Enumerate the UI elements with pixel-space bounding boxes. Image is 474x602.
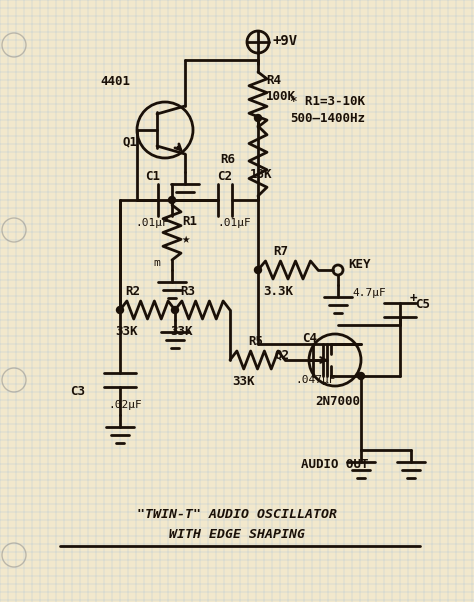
Text: R1: R1: [182, 215, 197, 228]
Text: 100K: 100K: [266, 90, 296, 103]
Text: KEY: KEY: [348, 258, 371, 271]
Text: C1: C1: [145, 170, 160, 183]
Text: 33K: 33K: [115, 325, 137, 338]
Text: Q2: Q2: [275, 348, 290, 361]
Circle shape: [357, 373, 365, 379]
Text: 500–1400Hz: 500–1400Hz: [290, 112, 365, 125]
Text: R6: R6: [220, 153, 235, 166]
Text: C4: C4: [302, 332, 317, 345]
Text: AUDIO OUT: AUDIO OUT: [301, 458, 368, 471]
Text: "TWIN-T" AUDIO OSCILLATOR: "TWIN-T" AUDIO OSCILLATOR: [137, 508, 337, 521]
Text: .01μF: .01μF: [135, 218, 169, 228]
Circle shape: [168, 196, 175, 203]
Text: .047μF: .047μF: [295, 375, 336, 385]
Text: R5: R5: [248, 335, 263, 348]
Text: R2: R2: [125, 285, 140, 298]
Text: .01μF: .01μF: [217, 218, 251, 228]
Text: +9V: +9V: [273, 34, 298, 48]
Text: 2N7000: 2N7000: [315, 395, 360, 408]
Text: Q1: Q1: [123, 135, 138, 148]
Circle shape: [117, 306, 124, 314]
Text: 4401: 4401: [100, 75, 130, 88]
Text: 33K: 33K: [170, 325, 192, 338]
Text: R4: R4: [266, 74, 281, 87]
Text: .02μF: .02μF: [108, 400, 142, 410]
Text: 18K: 18K: [250, 168, 273, 181]
Text: m: m: [153, 258, 160, 268]
Text: * R1=3-10K: * R1=3-10K: [290, 95, 365, 108]
Text: C5: C5: [415, 298, 430, 311]
Circle shape: [255, 114, 262, 122]
Text: R7: R7: [273, 245, 288, 258]
Text: +: +: [410, 292, 418, 305]
Text: WITH EDGE SHAPING: WITH EDGE SHAPING: [169, 528, 305, 541]
Text: C2: C2: [217, 170, 232, 183]
Text: R3: R3: [180, 285, 195, 298]
Circle shape: [172, 306, 179, 314]
Text: 4.7μF: 4.7μF: [352, 288, 386, 298]
Text: 3.3K: 3.3K: [263, 285, 293, 298]
Circle shape: [255, 267, 262, 273]
Text: ★: ★: [182, 232, 191, 246]
Text: C3: C3: [70, 385, 85, 398]
Text: 33K: 33K: [232, 375, 255, 388]
